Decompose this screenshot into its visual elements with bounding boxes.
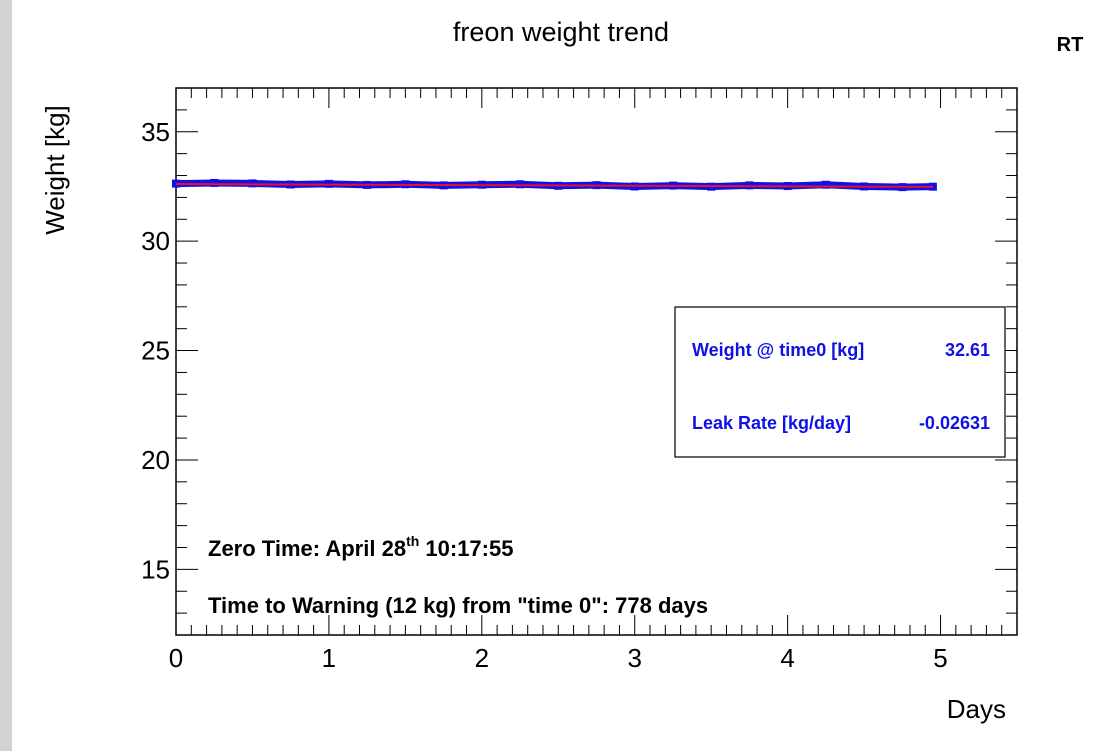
y-tick-labels: 15 20 25 30 35: [141, 117, 170, 585]
y-tick-label: 15: [141, 554, 170, 584]
y-axis-title: Weight [kg]: [40, 105, 70, 235]
chart-title: freon weight trend: [453, 17, 669, 47]
y-tick-label: 20: [141, 445, 170, 475]
axis-ticks: [175, 87, 1018, 636]
x-tick-label: 5: [933, 643, 947, 673]
warning-note: Time to Warning (12 kg) from "time 0": 7…: [208, 593, 708, 618]
x-tick-label: 1: [322, 643, 336, 673]
fit-line: [175, 183, 933, 188]
stats-weight-label: Weight @ time0 [kg]: [692, 340, 864, 360]
x-tick-label: 4: [780, 643, 794, 673]
x-tick-labels: 0 1 2 3 4 5: [169, 643, 948, 673]
x-axis-title: Days: [947, 694, 1006, 724]
y-tick-label: 35: [141, 117, 170, 147]
y-tick-label: 25: [141, 336, 170, 366]
stats-weight-value: 32.61: [945, 340, 990, 360]
data-point: [172, 179, 180, 188]
x-tick-label: 0: [169, 643, 183, 673]
data-series: [172, 178, 937, 192]
stats-box: [674, 306, 1006, 458]
stats-leak-value: -0.02631: [919, 413, 990, 433]
stats-leak-label: Leak Rate [kg/day]: [692, 413, 851, 433]
x-tick-label: 2: [475, 643, 489, 673]
data-point: [210, 178, 219, 187]
y-tick-label: 30: [141, 226, 170, 256]
x-tick-label: 3: [627, 643, 641, 673]
zero-time-note: Zero Time: April 28th 10:17:55: [208, 533, 513, 561]
plot-frame: [175, 87, 1018, 636]
data-point: [821, 180, 830, 189]
corner-label: RT: [1057, 34, 1084, 56]
data-point: [516, 180, 525, 189]
